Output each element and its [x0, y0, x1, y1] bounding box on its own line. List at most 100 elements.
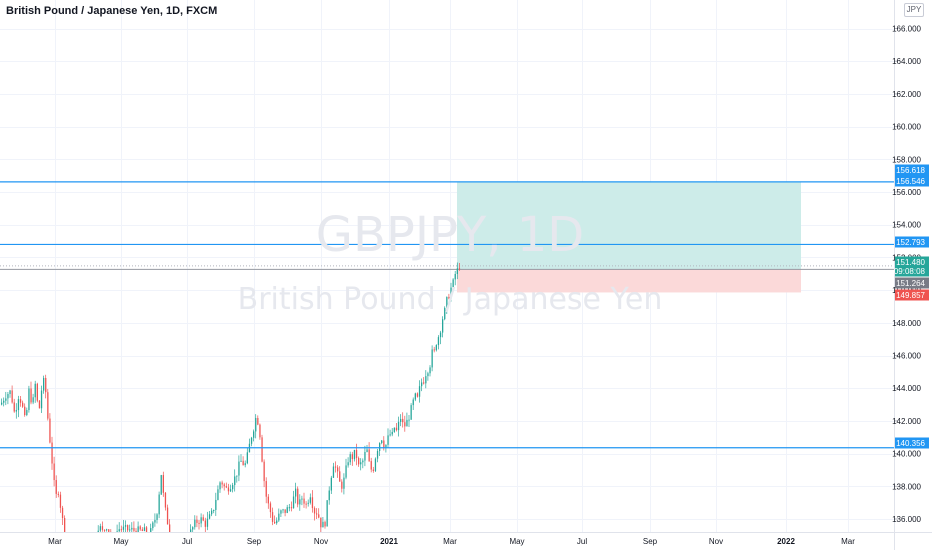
- price-label-text: 140.356: [896, 439, 925, 448]
- candles: [1, 262, 461, 532]
- candle-body: [404, 422, 406, 427]
- candle-body: [101, 526, 104, 530]
- candle-body: [246, 452, 248, 464]
- candle-body: [408, 419, 410, 421]
- candle-body: [337, 467, 339, 472]
- candle-body: [225, 486, 227, 488]
- candle-body: [236, 475, 238, 477]
- candle-body: [208, 514, 211, 519]
- candle-body: [253, 431, 255, 438]
- candle-body: [26, 410, 28, 416]
- price-label-line: [895, 164, 929, 176]
- candle-body: [240, 460, 242, 462]
- candle-body: [311, 497, 314, 509]
- candle-body: [11, 390, 13, 403]
- price-label-text: 149.857: [896, 291, 925, 300]
- candle-body: [334, 466, 337, 468]
- candle-body: [442, 319, 444, 333]
- price-label-text: 09:08:08: [894, 267, 926, 276]
- candle-body: [120, 529, 122, 531]
- candle-body: [282, 509, 284, 511]
- candle-body: [439, 332, 442, 338]
- candle-body: [38, 400, 41, 409]
- candle-body: [133, 527, 135, 531]
- candle-body: [234, 476, 236, 486]
- candle-body: [40, 390, 43, 409]
- candle-body: [389, 434, 391, 436]
- candle-body: [223, 484, 225, 487]
- candle-body: [22, 402, 24, 407]
- candle-body: [276, 520, 278, 524]
- candle-body: [13, 402, 15, 412]
- candle-body: [141, 529, 143, 531]
- x-tick-label: Nov: [709, 537, 723, 546]
- candle-body: [51, 442, 53, 464]
- candle-body: [5, 398, 7, 401]
- candle-body: [15, 410, 17, 412]
- y-tick-label: 166.000: [892, 25, 921, 34]
- candle-body: [383, 440, 385, 449]
- candle-body: [190, 529, 192, 532]
- candle-body: [351, 454, 353, 460]
- currency-button[interactable]: JPY: [904, 3, 924, 17]
- candle-body: [341, 481, 343, 489]
- candle-body: [292, 496, 295, 509]
- candle-body: [290, 507, 293, 509]
- candle-body: [452, 279, 454, 288]
- candle-body: [47, 392, 49, 419]
- price-label-line: [895, 175, 929, 187]
- candle-body: [288, 507, 290, 509]
- y-tick-label: 142.000: [892, 417, 921, 426]
- candle-body: [307, 502, 309, 504]
- candle-body: [213, 509, 215, 511]
- candle-body: [30, 388, 32, 403]
- candle-body: [36, 383, 38, 401]
- stop-zone: [457, 269, 801, 293]
- position-zones: [0, 181, 894, 293]
- candle-body: [318, 514, 320, 518]
- candle-body: [421, 382, 423, 387]
- candle-body: [265, 481, 267, 497]
- candle-body: [242, 460, 244, 466]
- candle-body: [53, 463, 55, 481]
- candle-body: [206, 518, 209, 527]
- candle-body: [362, 460, 364, 463]
- candle-body: [49, 418, 51, 443]
- candle-body: [278, 513, 280, 521]
- candle-body: [55, 480, 57, 494]
- candle-body: [131, 527, 133, 530]
- candle-body: [271, 512, 274, 522]
- candle-body: [263, 461, 265, 482]
- price-label-stop: [895, 289, 929, 301]
- candle-body: [437, 337, 440, 346]
- candle-body: [410, 405, 412, 420]
- candle-body: [412, 399, 414, 406]
- candle-body: [34, 383, 36, 398]
- candle-body: [200, 517, 202, 524]
- y-tick-label: 146.000: [892, 352, 921, 361]
- y-tick-label: 144.000: [892, 384, 921, 393]
- candle-body: [379, 443, 381, 451]
- candle-body: [322, 521, 324, 528]
- candle-body: [431, 349, 433, 368]
- candle-body: [385, 444, 387, 449]
- profit-zone: [457, 181, 801, 270]
- candle-body: [7, 394, 9, 399]
- candle-body: [221, 482, 223, 485]
- candle-body: [143, 527, 146, 531]
- candle-body: [269, 503, 272, 513]
- time-axis[interactable]: Mar May Jul Sep Nov 2021 Mar May Jul Sep Nov 2022 Ma…: [48, 537, 855, 546]
- candle-body: [244, 463, 246, 466]
- candle-body: [261, 437, 263, 462]
- candle-body: [316, 513, 318, 515]
- candle-body: [45, 377, 47, 393]
- candle-body: [355, 449, 358, 459]
- candle-body: [156, 514, 158, 520]
- candle-body: [219, 482, 221, 490]
- candle-body: [255, 417, 257, 432]
- horizontal-lines[interactable]: [0, 181, 894, 449]
- candle-body: [358, 458, 360, 465]
- price-label-text: 152.793: [896, 238, 925, 247]
- candle-body: [150, 528, 152, 532]
